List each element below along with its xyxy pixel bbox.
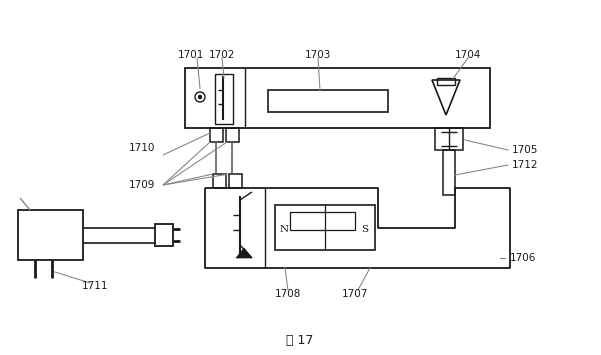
Text: 图 17: 图 17 — [286, 333, 314, 346]
Text: 1708: 1708 — [275, 289, 301, 299]
Bar — [18, 210, 83, 260]
Bar — [226, 128, 239, 142]
Text: 1705: 1705 — [512, 145, 538, 155]
Bar — [210, 128, 223, 142]
Text: 1704: 1704 — [455, 50, 481, 60]
Text: 1712: 1712 — [512, 160, 538, 170]
Bar — [185, 68, 490, 128]
Text: 1706: 1706 — [510, 253, 536, 263]
Bar — [443, 150, 455, 195]
Text: 1709: 1709 — [129, 180, 155, 190]
Text: N: N — [279, 225, 288, 235]
Bar — [268, 90, 388, 112]
Bar — [215, 74, 233, 124]
Text: 1710: 1710 — [129, 143, 155, 153]
Bar — [437, 78, 455, 85]
Text: 1711: 1711 — [82, 281, 108, 291]
Bar — [229, 174, 242, 188]
Bar — [213, 174, 226, 188]
Bar — [290, 212, 355, 230]
Bar — [155, 224, 173, 246]
Text: 1707: 1707 — [342, 289, 368, 299]
Text: 1703: 1703 — [305, 50, 331, 60]
Text: 1701: 1701 — [178, 50, 204, 60]
Text: S: S — [361, 225, 368, 235]
Polygon shape — [236, 248, 252, 258]
Circle shape — [198, 95, 201, 98]
Text: 1702: 1702 — [209, 50, 235, 60]
Bar — [275, 205, 375, 250]
Bar — [435, 128, 463, 150]
